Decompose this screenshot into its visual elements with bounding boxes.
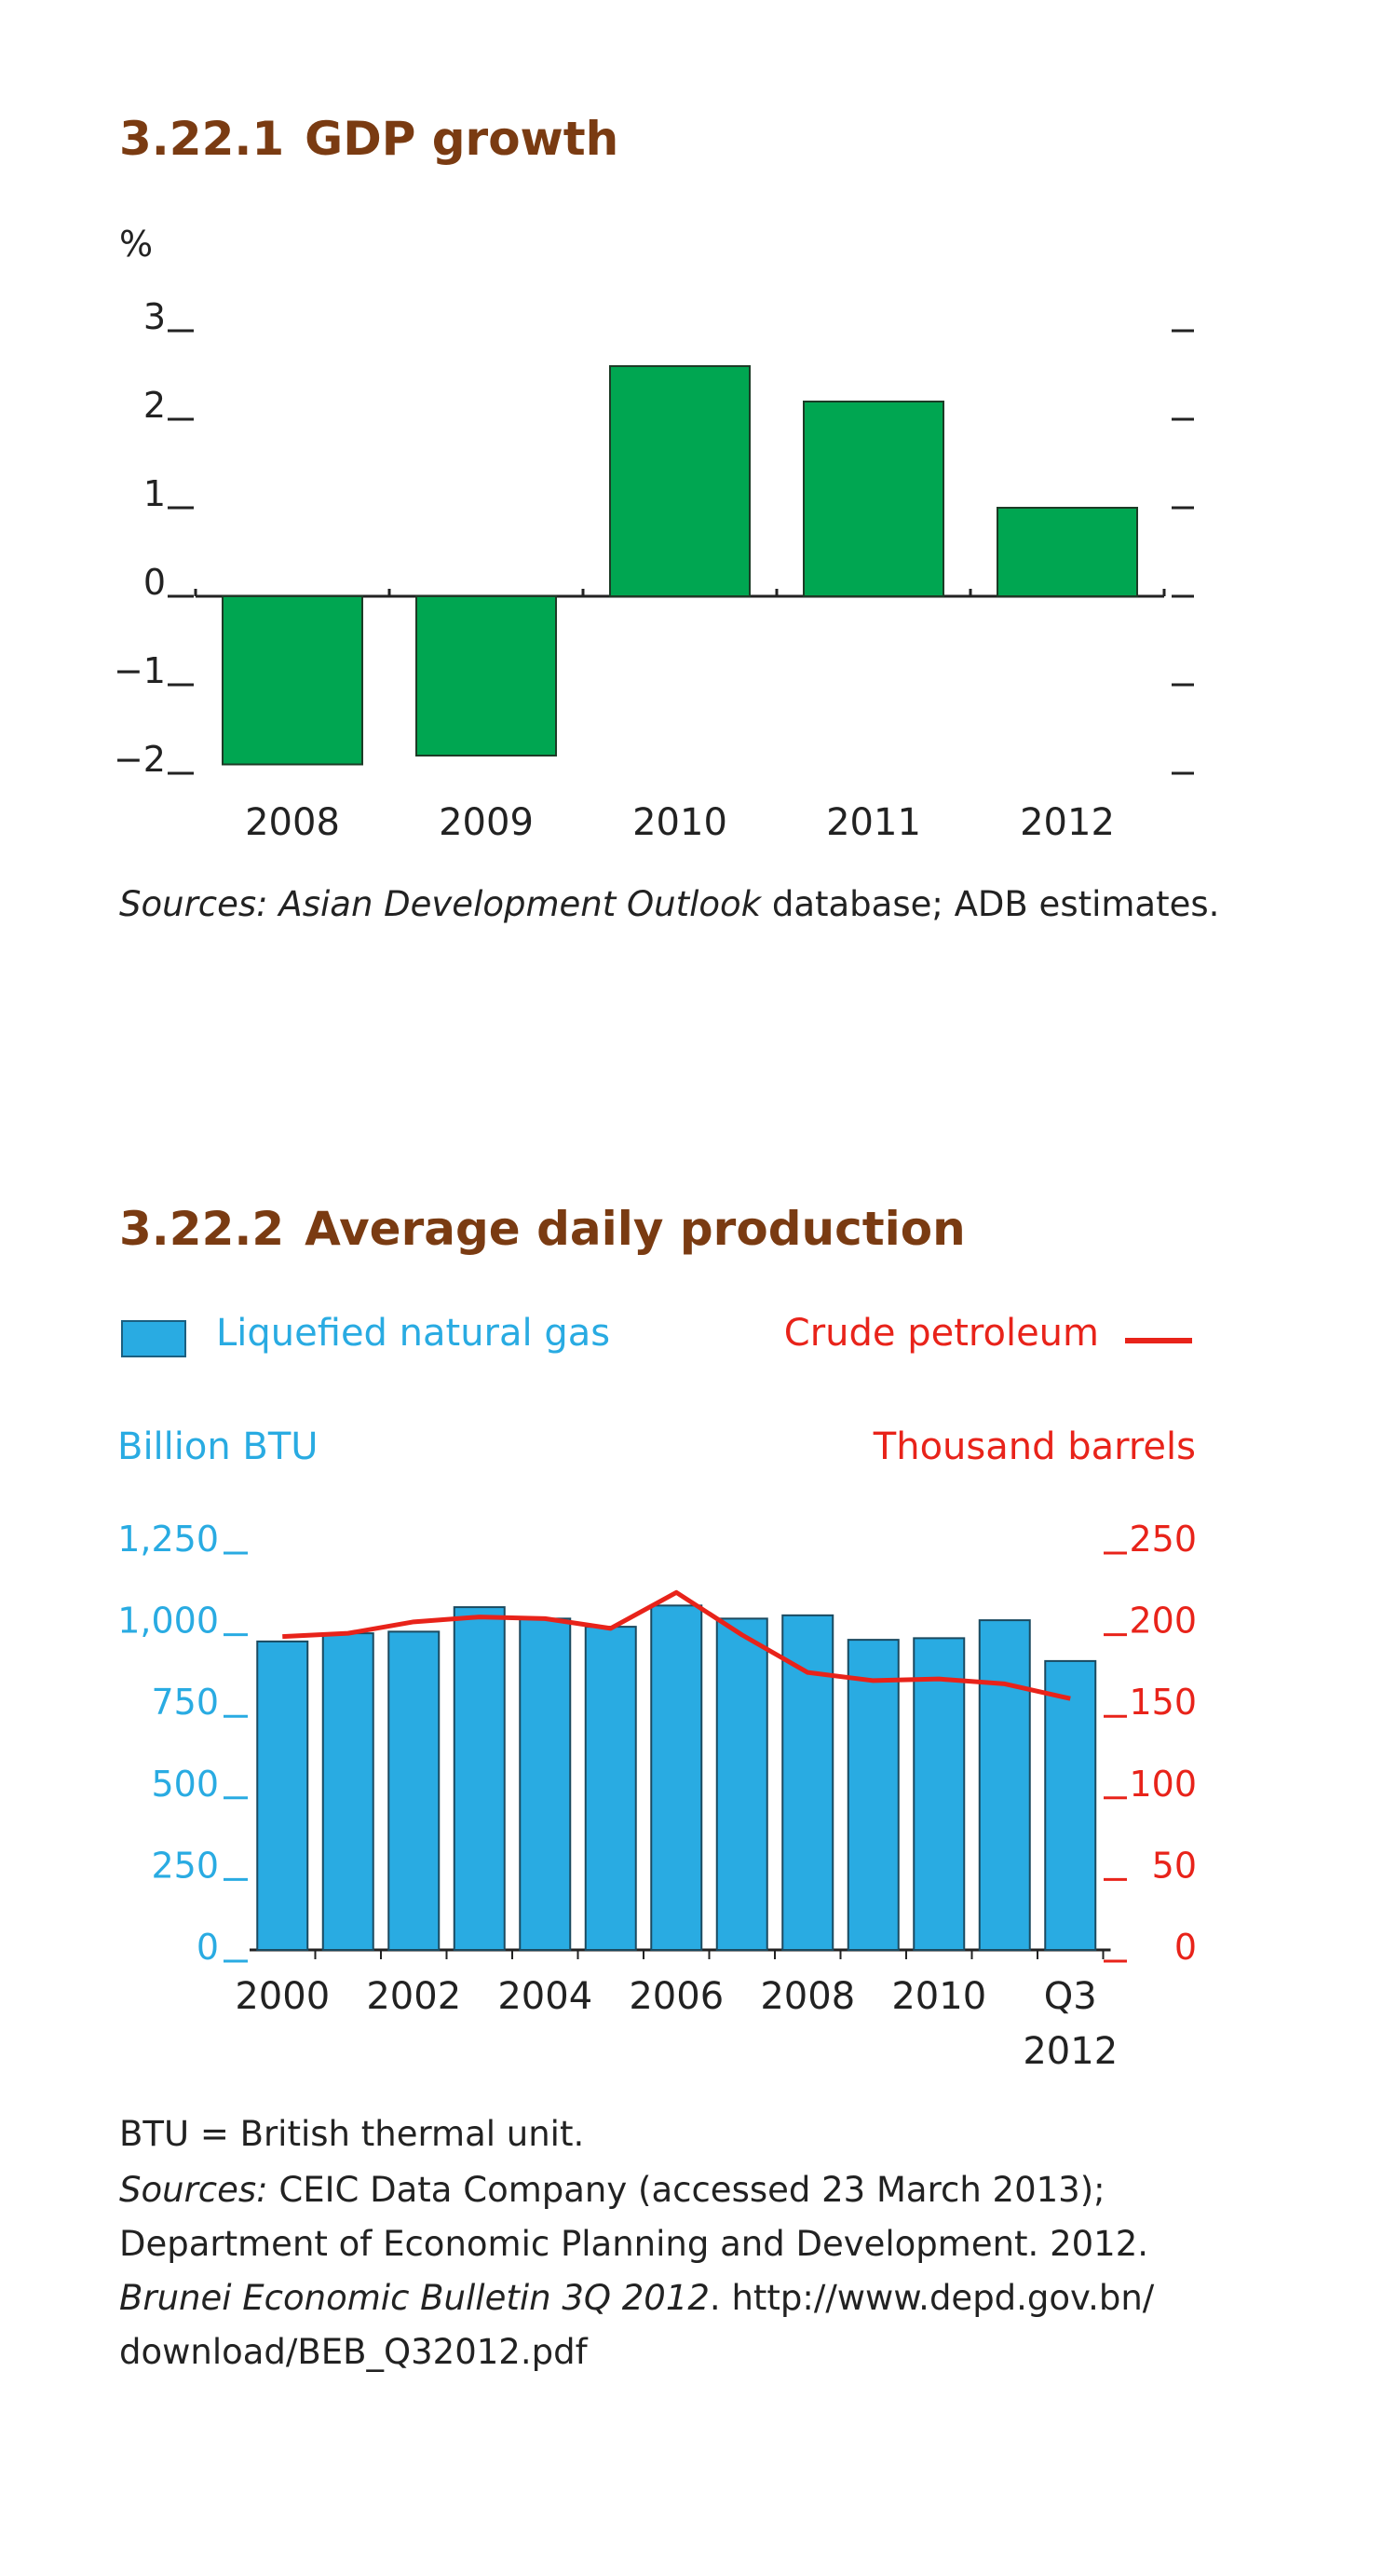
figure-2-number: 3.22.2 [119,1202,285,1256]
x-tick-label: 2008 [760,1975,855,2018]
x-tick-label: 2008 [245,801,340,844]
bar-2011 [803,401,944,597]
bar-2010 [609,365,751,597]
bar-2008 [222,595,363,766]
lng-bar-2000 [256,1640,309,1951]
lng-bar-2011 [978,1619,1031,1951]
right-tick-label: 250 [1129,1519,1197,1560]
figure-1-source: Sources: Asian Development Outlook datab… [119,878,1219,932]
x-tick-label-year: 2012 [1023,2030,1118,2073]
legend-lng-label: Liquefied natural gas [216,1312,611,1355]
x-tick-label: 2012 [1020,801,1115,844]
x-tick-label: Q3 [1044,1975,1097,2018]
y-tick-label: 3 [143,296,166,337]
x-tick-label: 2000 [235,1975,330,2018]
lng-bar-2001 [321,1632,374,1952]
y-tick-label: −2 [114,739,166,780]
gdp-growth-chart: % 3 2 1 0 −1 −2 2008 2009 2010 2011 2012 [114,224,1194,844]
x-tick-label: 2011 [826,801,921,844]
x-tick-label: 2004 [497,1975,592,2018]
left-tick-label: 750 [151,1682,219,1723]
right-tick-label: 0 [1174,1927,1197,1968]
lng-bar-2003 [453,1606,506,1951]
legend-crude-line [1125,1338,1192,1343]
bar-2012 [997,507,1138,597]
y-axis-unit-label: % [119,224,153,265]
figure-2-source: Sources: CEIC Data Company (accessed 23 … [119,2163,1154,2379]
lng-bar-Q3 2012 [1044,1659,1097,1951]
left-tick-label: 1,250 [117,1519,219,1560]
left-tick-label: 0 [197,1927,219,1968]
figure-2-source-line-3-rest: . http://www.depd.gov.bn/ [709,2278,1155,2318]
lng-bar-2008 [781,1614,834,1951]
legend-lng-swatch [121,1320,186,1357]
lng-bar-2007 [715,1617,768,1951]
lng-bar-2005 [584,1626,637,1951]
figure-2-source-line-3: Brunei Economic Bulletin 3Q 2012. http:/… [119,2271,1154,2325]
figure-1-title-text: GDP growth [305,112,619,166]
figure-2-title-text: Average daily production [305,1202,966,1256]
lng-bar-2010 [913,1637,966,1952]
lng-bar-2006 [650,1604,703,1951]
x-tick-label: 2009 [439,801,534,844]
y-tick-label: 1 [143,473,166,514]
left-tick-label: 250 [151,1845,219,1886]
right-tick-label: 100 [1129,1764,1197,1805]
y-tick-label: −1 [114,650,166,691]
figure-2-note: BTU = British thermal unit. [119,2114,585,2154]
figure-2-source-line-1-text: CEIC Data Company (accessed 23 March 201… [267,2170,1105,2210]
legend-crude-label: Crude petroleum [783,1312,1099,1355]
figure-2-source-line-2: Department of Economic Planning and Deve… [119,2224,1148,2264]
figure-2-title: 3.22.2 Average daily production [119,1202,966,1256]
figure-1-title: 3.22.1 GDP growth [119,112,618,166]
figure-2-source-line-1: Sources: CEIC Data Company (accessed 23 … [119,2163,1154,2217]
figure-1-source-italic-title: Asian Development Outlook [278,884,762,924]
right-axis-title: Thousand barrels [873,1425,1196,1468]
figure-2-source-line-3-italic: Brunei Economic Bulletin 3Q 2012 [119,2278,710,2318]
figure-1-number: 3.22.1 [119,112,285,166]
figure-1-source-rest: database; ADB estimates. [761,884,1220,924]
left-tick-label: 1,000 [117,1601,219,1642]
figure-2-source-prefix: Sources: [119,2170,268,2210]
y-tick-label: 0 [143,562,166,603]
right-tick-label: 200 [1129,1601,1197,1642]
x-tick-label: 2010 [891,1975,986,2018]
lng-bar-2002 [387,1630,441,1951]
y-tick-label: 2 [143,385,166,426]
figure-1-source-prefix: Sources: [119,884,268,924]
crude-petroleum-line [282,1589,1071,1701]
x-tick-label: 2006 [629,1975,724,2018]
x-tick-label: 2002 [366,1975,461,2018]
lng-bar-2004 [519,1617,572,1951]
lng-bar-2009 [847,1639,900,1951]
right-tick-label: 50 [1152,1845,1197,1886]
bar-2009 [415,595,557,756]
left-tick-label: 500 [151,1764,219,1805]
x-tick-label: 2010 [632,801,727,844]
left-axis-title: Billion BTU [117,1425,319,1468]
right-tick-label: 150 [1129,1682,1197,1723]
figure-2-source-line-4: download/BEB_Q32012.pdf [119,2332,588,2372]
